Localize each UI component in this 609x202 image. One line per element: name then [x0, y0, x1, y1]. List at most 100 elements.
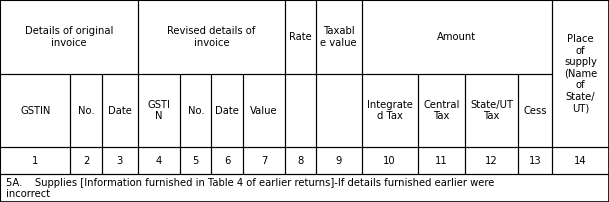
- Text: 5A.    Supplies [Information furnished in Table 4 of earlier returns]-If details: 5A. Supplies [Information furnished in T…: [6, 178, 495, 199]
- Text: 4: 4: [156, 156, 162, 166]
- Text: State/UT
Tax: State/UT Tax: [470, 100, 513, 121]
- Bar: [102, 74, 138, 147]
- Bar: [465, 147, 518, 174]
- Bar: [362, 0, 552, 74]
- Bar: [180, 147, 211, 174]
- Text: Cess: Cess: [524, 106, 547, 116]
- Bar: [243, 147, 285, 174]
- Text: No.: No.: [188, 106, 204, 116]
- Bar: [0, 0, 138, 74]
- Bar: [180, 74, 211, 147]
- Bar: [285, 0, 316, 74]
- Bar: [418, 147, 465, 174]
- Bar: [518, 74, 552, 147]
- Text: 5: 5: [192, 156, 199, 166]
- Bar: [138, 0, 285, 74]
- Text: Details of original
invoice: Details of original invoice: [25, 26, 113, 48]
- Text: Taxabl
e value: Taxabl e value: [320, 26, 357, 48]
- Bar: [243, 147, 285, 174]
- Bar: [518, 74, 552, 147]
- Bar: [138, 74, 180, 147]
- Bar: [316, 0, 362, 74]
- Bar: [285, 74, 316, 147]
- Bar: [0, 147, 71, 174]
- Bar: [211, 147, 243, 174]
- Bar: [138, 147, 180, 174]
- Text: 9: 9: [336, 156, 342, 166]
- Bar: [285, 0, 316, 74]
- Bar: [518, 147, 552, 174]
- Bar: [465, 147, 518, 174]
- Bar: [362, 74, 418, 147]
- Bar: [362, 147, 418, 174]
- Bar: [418, 147, 465, 174]
- Bar: [243, 74, 285, 147]
- Bar: [552, 0, 609, 147]
- Text: Rate: Rate: [289, 32, 312, 42]
- Text: GSTIN: GSTIN: [20, 106, 51, 116]
- Text: 6: 6: [224, 156, 230, 166]
- Text: 11: 11: [435, 156, 448, 166]
- Bar: [316, 74, 362, 147]
- Bar: [180, 147, 211, 174]
- Text: Place
of
supply
(Name
of
State/
UT): Place of supply (Name of State/ UT): [564, 34, 597, 114]
- Bar: [316, 0, 362, 74]
- Bar: [0, 74, 71, 147]
- Text: Date: Date: [215, 106, 239, 116]
- Text: 2: 2: [83, 156, 90, 166]
- Bar: [211, 74, 243, 147]
- Bar: [362, 147, 418, 174]
- Text: 8: 8: [297, 156, 304, 166]
- Text: No.: No.: [78, 106, 94, 116]
- Bar: [243, 74, 285, 147]
- Text: 14: 14: [574, 156, 587, 166]
- Bar: [0, 0, 138, 74]
- Bar: [316, 147, 362, 174]
- Bar: [552, 147, 609, 174]
- Bar: [362, 74, 418, 147]
- Text: 12: 12: [485, 156, 498, 166]
- Bar: [552, 147, 609, 174]
- Bar: [138, 147, 180, 174]
- Text: Amount: Amount: [437, 32, 476, 42]
- Bar: [285, 147, 316, 174]
- Bar: [0, 174, 609, 202]
- Text: Value: Value: [250, 106, 278, 116]
- Bar: [180, 74, 211, 147]
- Text: 7: 7: [261, 156, 267, 166]
- Bar: [211, 74, 243, 147]
- Text: GSTI
N: GSTI N: [147, 100, 171, 121]
- Bar: [138, 74, 180, 147]
- Bar: [362, 0, 552, 74]
- Bar: [285, 74, 316, 147]
- Bar: [316, 147, 362, 174]
- Bar: [465, 74, 518, 147]
- Bar: [285, 147, 316, 174]
- Bar: [418, 74, 465, 147]
- Bar: [552, 0, 609, 147]
- Text: 13: 13: [529, 156, 541, 166]
- Text: 3: 3: [117, 156, 123, 166]
- Text: Integrate
d Tax: Integrate d Tax: [367, 100, 413, 121]
- Bar: [71, 147, 102, 174]
- Bar: [316, 74, 362, 147]
- Bar: [71, 147, 102, 174]
- Bar: [102, 147, 138, 174]
- Bar: [0, 74, 71, 147]
- Bar: [418, 74, 465, 147]
- Bar: [0, 147, 71, 174]
- Text: Central
Tax: Central Tax: [423, 100, 459, 121]
- Bar: [102, 74, 138, 147]
- Text: Revised details of
invoice: Revised details of invoice: [167, 26, 256, 48]
- Text: Date: Date: [108, 106, 132, 116]
- Bar: [71, 74, 102, 147]
- Bar: [71, 74, 102, 147]
- Bar: [0, 174, 609, 202]
- Bar: [102, 147, 138, 174]
- Bar: [138, 0, 285, 74]
- Text: 1: 1: [32, 156, 38, 166]
- Bar: [211, 147, 243, 174]
- Bar: [465, 74, 518, 147]
- Bar: [518, 147, 552, 174]
- Text: 10: 10: [384, 156, 396, 166]
